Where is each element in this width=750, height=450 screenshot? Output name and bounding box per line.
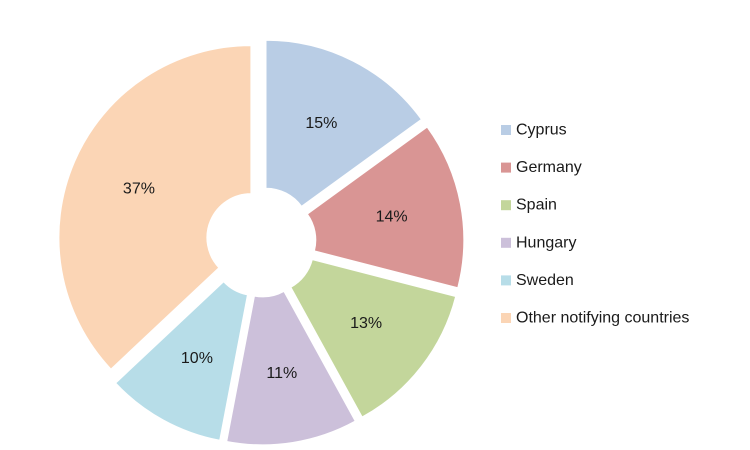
legend-label-hungary: Hungary <box>516 234 576 251</box>
legend-swatch-cyprus <box>501 125 511 135</box>
data-label-hungary: 11% <box>266 365 297 382</box>
slice-spain <box>290 259 457 418</box>
legend-label-other-notifying-countries: Other notifying countries <box>516 310 689 327</box>
chart-legend: Cyprus Germany Spain Hungary Sweden Other not… <box>501 122 689 327</box>
data-label-sweden: 10% <box>181 350 213 367</box>
legend-swatch-other-notifying-countries <box>501 313 511 323</box>
legend-label-germany: Germany <box>516 159 582 176</box>
slice-cyprus <box>265 39 423 208</box>
legend-swatch-hungary <box>501 237 511 248</box>
legend-label-cyprus: Cyprus <box>516 122 567 139</box>
legend-swatch-sweden <box>501 275 511 286</box>
legend-swatch-germany <box>501 162 511 173</box>
slice-other-notifying-countries <box>58 45 252 370</box>
slice-hungary <box>226 290 356 446</box>
data-label-spain: 13% <box>350 315 382 332</box>
legend-label-sweden: Sweden <box>516 272 574 289</box>
data-label-cyprus: 15% <box>305 115 337 132</box>
chart-slices <box>58 39 465 446</box>
legend-label-spain: Spain <box>516 197 557 214</box>
slice-germany <box>306 126 465 289</box>
slice-sweden <box>115 281 249 441</box>
chart-slice-labels: 15% 14% 13% 11% 10% 37% <box>123 115 408 382</box>
legend-swatch-spain <box>501 200 511 211</box>
data-label-germany: 14% <box>376 209 408 226</box>
data-label-other-notifying-countries: 37% <box>123 181 155 198</box>
